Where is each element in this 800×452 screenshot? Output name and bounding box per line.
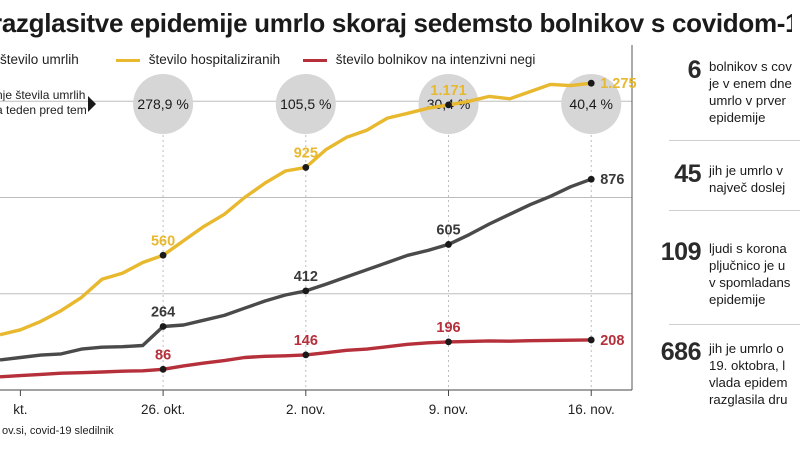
series-line-hospitalized (0, 81, 592, 337)
data-label-hospitalized: 925 (294, 145, 318, 161)
legend-swatch-hospitalized (116, 58, 140, 62)
series-line-deaths (0, 177, 592, 362)
chart-title: razglasitve epidemije umrlo skoraj sedem… (0, 8, 792, 38)
data-point-icu (159, 365, 167, 373)
x-tick-label: 2. nov. (286, 402, 326, 417)
change-bubble-value: 105,5 % (280, 96, 331, 112)
stat-text: jih je umrlo v največ doslej (709, 162, 800, 196)
data-point-hospitalized (445, 101, 452, 109)
side-stats-panel: 6 bolnikov s cov je v enem dne umrlo v p… (657, 42, 800, 452)
data-point-hospitalized (302, 164, 310, 171)
weekly-change-label-line: nje števila umrlih (0, 88, 86, 102)
change-bubble (275, 74, 336, 134)
legend-label-hospitalized: število hospitaliziranih (148, 52, 281, 67)
data-label-icu: 208 (600, 333, 624, 349)
legend-swatch-icu (303, 58, 327, 62)
change-bubble-value: 278,9 % (137, 96, 188, 112)
legend-item-hospitalized: število hospitaliziranih (116, 52, 280, 67)
stat-divider (669, 140, 800, 141)
stat-text-line: jih je umrlo o (709, 341, 784, 356)
data-point-hospitalized (159, 251, 167, 259)
data-point-deaths (587, 175, 595, 183)
stat-text-line: ljudi s korona (709, 241, 787, 256)
stat-text-line: največ doslej (709, 180, 786, 195)
stat-text-line: umrlo v prver (709, 93, 786, 108)
x-axis: kt. 26. okt. 2. nov. 9. nov. 16. nov. (0, 389, 632, 417)
data-label-icu: 146 (294, 333, 318, 349)
stat-text-line: epidemije (709, 110, 766, 125)
data-label-deaths: 605 (436, 222, 460, 238)
stat-number: 45 (674, 160, 701, 188)
data-point-icu (302, 351, 310, 359)
stat-text-line: 19. oktobra, l (709, 358, 786, 373)
legend-label-deaths: število umrlih (0, 52, 79, 67)
chart-legend: število umrlih število hospitaliziranih … (0, 52, 640, 72)
change-bubble (133, 74, 194, 134)
data-label-hospitalized: 1.275 (600, 76, 636, 92)
data-point-icu (445, 338, 452, 346)
data-label-deaths: 264 (151, 304, 175, 320)
legend-label-icu: število bolnikov na intenzivni negi (335, 52, 536, 67)
change-bubble-value: 40,4 % (569, 96, 613, 112)
weekly-change-label-line: a teden pred tem (0, 103, 87, 117)
stat-number: 109 (660, 238, 702, 266)
data-label-hospitalized: 560 (151, 233, 175, 249)
arrow-marker-icon (88, 96, 96, 112)
data-label-hospitalized: 1.171 (430, 83, 466, 99)
x-tick-label: 9. nov. (429, 402, 469, 417)
data-label-deaths: 412 (294, 269, 318, 285)
legend-item-icu: število bolnikov na intenzivni negi (303, 52, 535, 67)
data-point-deaths (159, 323, 167, 330)
data-point-deaths (302, 287, 310, 295)
stat-text: ljudi s korona pljučnico je u v spomlada… (709, 240, 800, 308)
stat-text: jih je umrlo o 19. oktobra, l vlada epid… (709, 340, 800, 408)
stat-text-line: razglasila dru (709, 392, 788, 407)
x-tick-label: 16. nov. (568, 402, 615, 417)
data-label-icu: 86 (155, 347, 171, 363)
data-point-deaths (445, 241, 452, 248)
stat-text-line: vlada epidem (709, 375, 788, 390)
stat-text-line: jih je umrlo v (709, 163, 784, 178)
data-label-icu: 196 (436, 320, 460, 336)
x-tick-label: kt. (13, 402, 27, 417)
change-bubble (561, 74, 622, 134)
chart-series: 560 925 1.171 1.275 264 412 605 876 86 146 196 208 (0, 76, 637, 379)
data-point-hospitalized (587, 79, 595, 87)
source-note: ov.si, covid-19 sledilnik (2, 425, 114, 437)
stat-text-line: v spomladans (709, 275, 791, 290)
x-tick-label: 26. okt. (141, 402, 185, 417)
data-label-deaths: 876 (600, 172, 624, 188)
stat-text-line: epidemije (709, 292, 766, 307)
weekly-change-bubbles: 278,9 % 105,5 % 30,4 % 40,4 % (88, 74, 622, 134)
series-line-icu (0, 338, 592, 379)
stat-number: 6 (687, 56, 702, 84)
data-point-icu (587, 336, 595, 344)
stat-divider (669, 210, 800, 211)
stat-text: bolnikov s cov je v enem dne umrlo v prv… (709, 58, 800, 126)
weekly-change-label: nje števila umrlih a teden pred tem (0, 88, 96, 118)
stat-text-line: bolnikov s cov (709, 59, 792, 74)
legend-item-deaths: število umrlih (0, 52, 79, 67)
stat-text-line: pljučnico je u (709, 258, 786, 273)
stat-divider (669, 324, 800, 325)
stat-text-line: je v enem dne (709, 76, 792, 91)
stat-number: 686 (660, 338, 702, 366)
